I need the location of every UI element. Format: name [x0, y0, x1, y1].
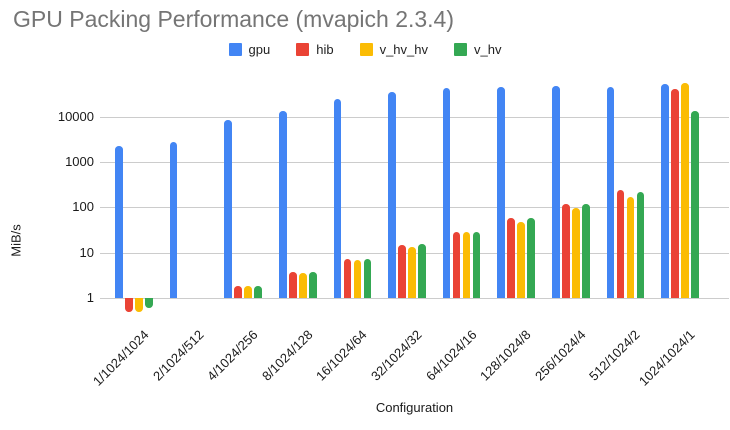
bar-v_hv_hv-8/1024/128[interactable]: [299, 272, 307, 298]
x-axis-title: Configuration: [375, 400, 454, 415]
gridline: [100, 116, 729, 118]
bar-gpu-512/1024/2[interactable]: [606, 87, 615, 298]
legend-item-hib: hib: [296, 42, 334, 57]
bar-v_hv_hv-256/1024/4[interactable]: [572, 208, 580, 298]
gridline: [100, 298, 729, 299]
bar-v_hv-8/1024/128[interactable]: [309, 271, 317, 298]
bar-hib-4/1024/256[interactable]: [234, 285, 242, 298]
bar-gpu-128/1024/8[interactable]: [497, 86, 505, 298]
bar-v_hv-32/1024/32[interactable]: [418, 244, 426, 298]
bar-hib-1024/1024/1[interactable]: [671, 88, 679, 298]
bar-gpu-16/1024/64[interactable]: [333, 99, 342, 298]
bar-v_hv-64/1024/16[interactable]: [472, 231, 481, 298]
bar-v_hv-1024/1024/1[interactable]: [691, 110, 699, 298]
legend-item-v_hv_hv: v_hv_hv: [359, 42, 428, 57]
bar-v_hv_hv-16/1024/64[interactable]: [353, 259, 362, 298]
legend-swatch-icon: [454, 43, 467, 56]
bar-hib-512/1024/2[interactable]: [616, 190, 625, 298]
bar-v_hv_hv-1/1024/1024[interactable]: [135, 298, 143, 312]
gridline: [100, 207, 729, 209]
legend-swatch-icon: [228, 43, 242, 56]
bar-v_hv-16/1024/64[interactable]: [363, 258, 372, 298]
y-tick-label: 10000: [57, 108, 94, 124]
y-tick-label: 100: [72, 199, 94, 215]
bar-hib-64/1024/16[interactable]: [452, 231, 461, 298]
bar-v_hv_hv-4/1024/256[interactable]: [244, 286, 252, 298]
bar-gpu-1/1024/1024[interactable]: [115, 146, 123, 298]
bar-hib-256/1024/4[interactable]: [562, 204, 570, 298]
bar-v_hv_hv-128/1024/8[interactable]: [517, 221, 525, 298]
bar-v_hv_hv-32/1024/32[interactable]: [408, 246, 416, 298]
bar-gpu-8/1024/128[interactable]: [279, 110, 287, 298]
bar-gpu-32/1024/32[interactable]: [388, 91, 396, 298]
legend-label: v_hv: [474, 42, 502, 57]
bar-hib-32/1024/32[interactable]: [398, 244, 406, 298]
legend-swatch-icon: [296, 43, 310, 56]
chart-title: GPU Packing Performance (mvapich 2.3.4): [13, 6, 455, 32]
legend-item-v_hv: v_hv: [454, 42, 501, 57]
legend-label: hib: [316, 42, 334, 57]
bar-hib-128/1024/8[interactable]: [507, 218, 515, 298]
bar-v_hv-256/1024/4[interactable]: [582, 204, 590, 298]
bar-hib-8/1024/128[interactable]: [289, 272, 297, 298]
bar-v_hv-1/1024/1024[interactable]: [145, 298, 153, 309]
legend-swatch-icon: [359, 43, 373, 56]
legend-label: gpu: [248, 42, 271, 57]
y-axis-title: MiB/s: [8, 224, 24, 257]
legend-item-gpu: gpu: [228, 42, 271, 57]
gridline: [100, 162, 729, 164]
legend-label: v_hv_hv: [379, 42, 428, 57]
y-tick-label: 1: [86, 290, 94, 305]
y-tick-label: 10: [79, 244, 94, 260]
bar-gpu-64/1024/16[interactable]: [442, 87, 451, 298]
bar-gpu-256/1024/4[interactable]: [552, 85, 560, 298]
chart-legend: gpu hib v_hv_hv v_hv: [0, 42, 730, 57]
bar-v_hv_hv-64/1024/16[interactable]: [462, 232, 471, 298]
bar-v_hv_hv-512/1024/2[interactable]: [626, 196, 635, 298]
bar-v_hv-512/1024/2[interactable]: [636, 192, 645, 298]
bar-hib-16/1024/64[interactable]: [343, 258, 352, 298]
y-tick-label: 1000: [65, 154, 94, 170]
bar-v_hv-4/1024/256[interactable]: [254, 285, 262, 298]
bar-hib-1/1024/1024[interactable]: [125, 298, 133, 312]
bar-gpu-2/1024/512[interactable]: [169, 141, 178, 298]
bar-v_hv-128/1024/8[interactable]: [527, 218, 535, 298]
bar-gpu-4/1024/256[interactable]: [224, 120, 232, 298]
bar-v_hv_hv-1024/1024/1[interactable]: [681, 83, 689, 298]
bar-gpu-1024/1024/1[interactable]: [661, 84, 669, 298]
